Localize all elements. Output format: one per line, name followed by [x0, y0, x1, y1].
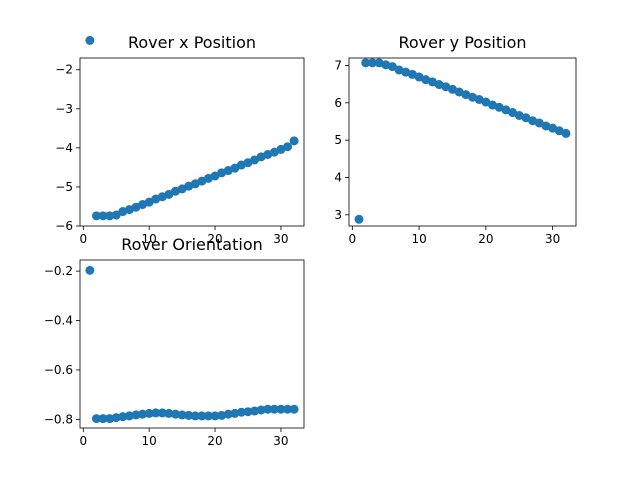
data-point: [131, 410, 141, 420]
data-point: [387, 62, 397, 72]
x-tick-label: 20: [207, 232, 222, 246]
data-point: [354, 214, 364, 224]
data-point: [269, 404, 279, 414]
y-tick-label: 5: [334, 133, 342, 147]
x-tick-label: 30: [545, 232, 560, 246]
chart-title: Rover y Position: [398, 33, 526, 52]
data-point: [263, 404, 273, 414]
x-tick-label: 10: [142, 434, 157, 448]
data-point: [561, 128, 571, 138]
data-point: [283, 404, 293, 414]
data-point: [124, 411, 134, 421]
chart-title: Rover x Position: [128, 33, 256, 52]
data-point: [105, 211, 115, 221]
y-tick-label: −3: [55, 102, 73, 116]
x-tick-label: 10: [411, 232, 426, 246]
data-point: [367, 58, 377, 68]
data-point: [98, 414, 108, 424]
x-tick-label: 30: [273, 434, 288, 448]
y-tick-label: −0.6: [44, 363, 73, 377]
y-tick-label: 3: [334, 208, 342, 222]
y-tick-label: 7: [334, 58, 342, 72]
data-point: [111, 210, 121, 220]
y-tick-label: −6: [55, 219, 73, 233]
data-point: [151, 408, 161, 418]
data-point: [177, 410, 187, 420]
data-point: [91, 414, 101, 424]
data-point: [283, 142, 293, 152]
y-tick-label: −0.2: [44, 264, 73, 278]
data-point: [250, 406, 260, 416]
data-point: [85, 35, 95, 45]
data-point: [223, 409, 233, 419]
data-point: [190, 411, 200, 421]
axes-frame: [79, 259, 305, 429]
subplot-1: 0 10 20 30 −6 −5 −4 −3 −2 Rover x Position: [55, 33, 305, 246]
data-point: [118, 412, 128, 422]
data-point: [210, 411, 220, 421]
y-tick-label: −5: [55, 180, 73, 194]
data-point: [91, 211, 101, 221]
data-point: [197, 411, 207, 421]
data-point: [243, 407, 253, 417]
data-point: [276, 404, 286, 414]
x-tick-label: 0: [79, 232, 87, 246]
data-point: [361, 58, 371, 68]
data-point: [85, 265, 95, 275]
data-point: [98, 211, 108, 221]
data-point: [289, 136, 299, 146]
data-point: [105, 414, 115, 424]
data-point: [184, 410, 194, 420]
data-point: [171, 409, 181, 419]
data-point: [236, 407, 246, 417]
subplot-3: 0 10 20 30 −0.8 −0.6 −0.4 −0.2 Rover Orientation: [44, 235, 305, 448]
y-tick-label: −2: [55, 63, 73, 77]
subplot-2: 0 10 20 30 3 4 5 6 7 Rover y Position: [334, 33, 577, 246]
data-point: [164, 408, 174, 418]
y-tick-label: 6: [334, 96, 342, 110]
data-point: [256, 405, 266, 415]
data-point: [144, 408, 154, 418]
x-tick-label: 20: [478, 232, 493, 246]
x-tick-label: 30: [273, 232, 288, 246]
x-tick-label: 10: [142, 232, 157, 246]
axes-frame: [79, 57, 305, 227]
chart-title: Rover Orientation: [121, 235, 263, 254]
y-tick-label: −0.8: [44, 412, 73, 426]
y-tick-label: 4: [334, 170, 342, 184]
data-point: [111, 413, 121, 423]
data-point: [157, 408, 167, 418]
x-tick-label: 20: [207, 434, 222, 448]
data-point: [289, 404, 299, 414]
x-tick-label: 0: [349, 232, 357, 246]
data-point: [138, 409, 148, 419]
x-tick-label: 0: [79, 434, 87, 448]
axes-frame: [348, 57, 577, 227]
y-tick-label: −0.4: [44, 314, 73, 328]
data-point: [203, 411, 213, 421]
y-tick-label: −4: [55, 141, 73, 155]
